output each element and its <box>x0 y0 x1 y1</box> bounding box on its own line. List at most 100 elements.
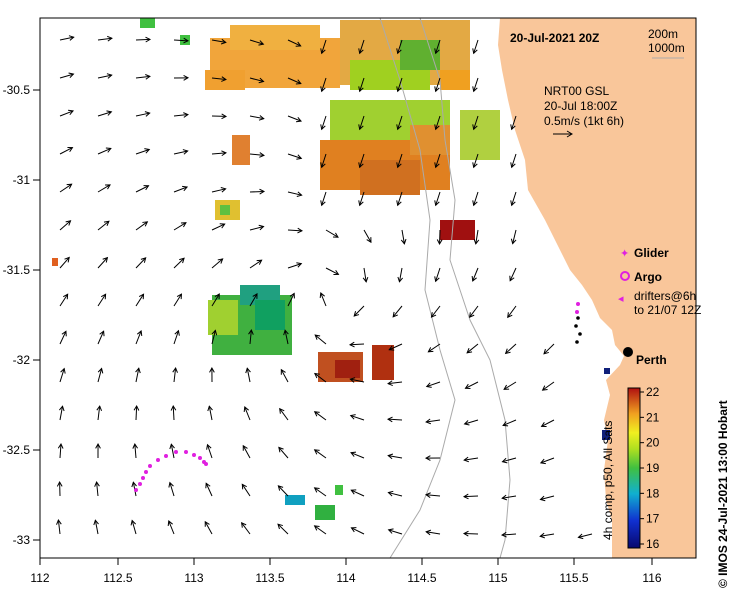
current-arrow <box>325 229 339 238</box>
current-arrow <box>97 74 112 79</box>
current-arrow <box>173 222 187 231</box>
current-arrow <box>388 381 403 385</box>
x-tick-label: 115 <box>488 571 507 585</box>
current-arrow <box>359 191 365 206</box>
y-tick-label: -32.5 <box>3 443 31 457</box>
current-arrow <box>59 443 62 459</box>
map-content <box>40 18 696 558</box>
current-arrow <box>59 36 74 41</box>
colorbar-tick-label: 20 <box>646 436 660 450</box>
current-arrow <box>542 381 555 391</box>
current-arrow <box>242 445 251 459</box>
current-arrow <box>502 495 517 499</box>
current-arrow <box>359 115 365 130</box>
current-arrow <box>97 330 105 345</box>
current-arrow <box>280 369 289 383</box>
current-arrow <box>173 330 179 345</box>
current-arrow <box>325 267 339 275</box>
current-arrow <box>211 39 226 43</box>
current-arrow <box>435 39 441 54</box>
current-arrow <box>59 331 67 345</box>
legend-glider: Glider <box>634 246 669 260</box>
depth-contours <box>379 18 511 558</box>
current-arrow <box>168 520 175 535</box>
current-arrow <box>97 293 107 307</box>
current-arrow <box>502 457 517 463</box>
x-axis: 112 112.5 113 113.5 114 114.5 115 115.5 … <box>30 558 662 585</box>
current-arrow <box>435 115 441 130</box>
current-arrow <box>314 487 327 497</box>
current-arrow <box>359 153 365 168</box>
current-arrow <box>211 293 220 307</box>
current-scale: 0.5m/s (1kt 6h) <box>544 114 624 128</box>
current-arrow <box>473 153 479 168</box>
current-arrow <box>211 77 226 81</box>
current-arrow <box>135 149 150 155</box>
current-arrow <box>59 183 72 193</box>
legend-drifters-2: to 21/07 12Z <box>634 303 701 317</box>
current-arrow <box>463 532 479 535</box>
drifter-point <box>204 462 208 466</box>
current-arrow <box>388 455 403 459</box>
drifter-point <box>174 450 178 454</box>
colorbar <box>627 387 641 549</box>
current-arrow <box>97 147 112 155</box>
current-arrow <box>351 489 365 497</box>
current-arrow <box>249 259 262 269</box>
colorbar-tick-label: 16 <box>646 537 660 551</box>
current-arrow <box>249 77 264 83</box>
current-arrow <box>426 381 441 388</box>
current-arrow <box>321 191 327 206</box>
current-arrow <box>466 343 479 354</box>
y-tick-label: -32 <box>13 353 31 367</box>
current-arrow <box>249 226 264 231</box>
current-arrow <box>97 406 101 421</box>
current-arrow <box>287 229 303 232</box>
drifter-point <box>156 458 160 462</box>
current-arrow <box>169 482 175 497</box>
current-arrow <box>59 257 70 269</box>
current-arrow <box>173 114 188 117</box>
current-arrow <box>321 153 327 168</box>
current-arrow <box>314 525 327 535</box>
current-arrow <box>134 444 137 459</box>
current-arrow <box>287 77 302 85</box>
current-arrow <box>505 343 517 354</box>
current-arrow <box>314 411 327 421</box>
current-arrow <box>465 381 479 389</box>
glider-symbol: ✦ <box>620 248 629 260</box>
current-arrow <box>321 115 327 130</box>
current-arrow <box>287 115 302 122</box>
drifter-symbol: ◂ <box>618 293 624 305</box>
current-arrow <box>287 191 302 196</box>
current-arrow <box>349 343 365 346</box>
current-arrow <box>350 378 365 383</box>
current-arrow <box>426 419 441 423</box>
current-arrow <box>211 223 225 231</box>
current-arrow <box>241 522 251 535</box>
argo-symbol <box>620 271 630 281</box>
drifter-track <box>134 450 208 492</box>
current-arrow <box>173 293 182 307</box>
current-arrow <box>507 305 517 318</box>
current-arrow <box>173 368 177 383</box>
current-arrow <box>511 153 517 168</box>
current-arrow <box>359 77 365 92</box>
current-arrow <box>350 415 365 421</box>
current-arrow <box>97 111 112 117</box>
current-arrow <box>397 153 403 168</box>
current-arrow <box>435 153 441 168</box>
x-tick-label: 115.5 <box>559 571 588 585</box>
legend-drifters-1: drifters@6h <box>634 289 696 303</box>
current-arrow <box>428 343 441 353</box>
current-arrow <box>543 343 555 355</box>
current-arrow <box>397 39 403 54</box>
current-arrow <box>397 191 403 206</box>
current-arrow <box>389 343 403 351</box>
depth-legend-1000: 1000m <box>648 41 685 55</box>
y-axis: -30.5 -31 -31.5 -32 -32.5 -33 <box>3 83 40 547</box>
current-arrow <box>249 115 264 120</box>
current-arrow <box>473 191 479 206</box>
y-tick-label: -31 <box>13 173 31 187</box>
